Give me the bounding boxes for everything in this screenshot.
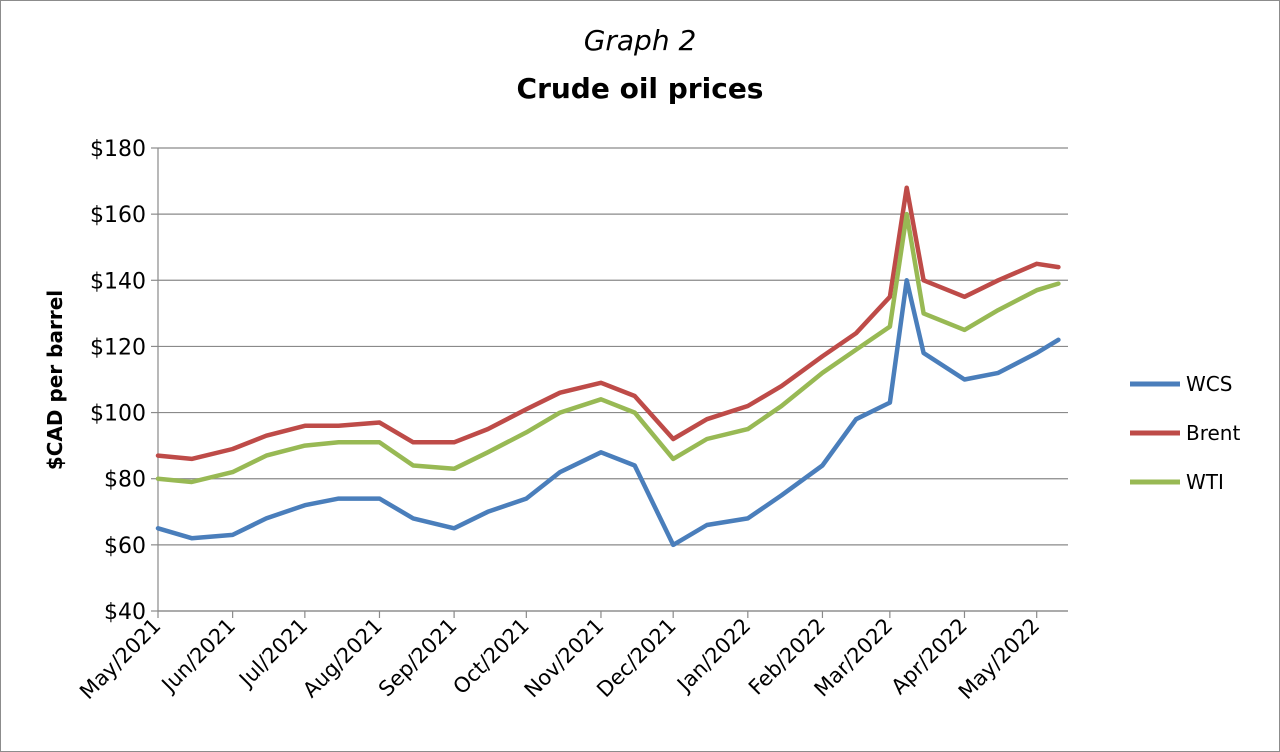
y-tick-label: $180 [90,137,146,162]
x-tick-label: Aug/2021 [298,614,387,703]
x-tick-label: May/2021 [75,614,165,704]
axes [157,148,1068,612]
x-tick-label: Jan/2022 [671,614,755,698]
legend-label-wti: WTI [1186,470,1224,494]
y-tick-label: $40 [104,600,146,625]
series-line-brent [155,185,1061,462]
y-tick-label: $120 [90,335,146,360]
series-line-wti [155,211,1061,485]
y-tick-label: $60 [104,534,146,559]
gridlines [158,147,1068,612]
y-axis-label: $CAD per barrel [43,290,67,470]
x-axis-ticks: May/2021Jun/2021Jul/2021Aug/2021Sep/2021… [75,611,1044,704]
x-tick-label: Jul/2021 [233,614,312,693]
x-tick-label: Jun/2021 [156,614,240,698]
y-tick-label: $80 [104,468,146,493]
y-axis-ticks: $40 $60 $80 $100 $120 $140 $160 $180 [90,137,158,625]
chart-subtitle: Crude oil prices [516,72,764,105]
series-lines [155,185,1061,548]
chart-title: Graph 2 [583,24,697,57]
y-tick-label: $160 [90,203,146,228]
x-tick-label: Dec/2021 [592,614,680,702]
y-tick-label: $140 [90,269,146,294]
legend: WCS Brent WTI [1130,372,1240,494]
legend-label-brent: Brent [1186,421,1240,445]
y-tick-label: $100 [90,402,146,427]
legend-label-wcs: WCS [1186,372,1232,396]
series-line-wcs [155,278,1061,548]
x-tick-label: Sep/2021 [374,614,462,702]
